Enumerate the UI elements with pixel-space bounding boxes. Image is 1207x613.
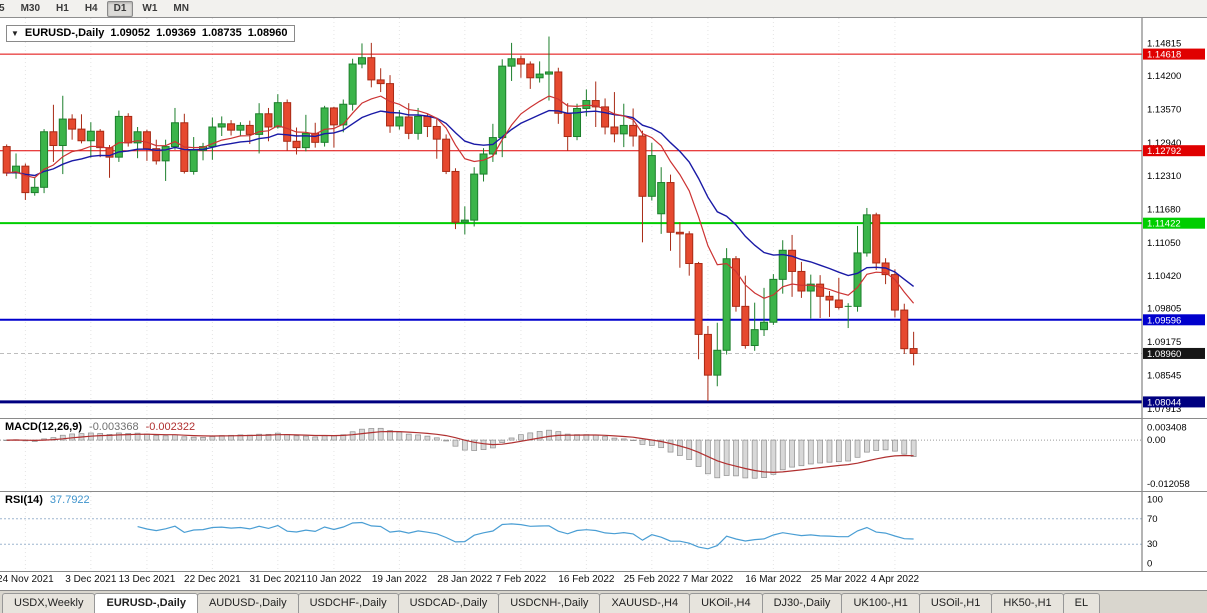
price-axis-label: 1.14815: [1147, 39, 1181, 50]
timeframe-button-d1[interactable]: D1: [106, 0, 134, 17]
rsi-axis-label: 30: [1147, 539, 1158, 550]
chart-tab-el[interactable]: EL: [1062, 593, 1101, 613]
time-axis-label: 25 Mar 2022: [810, 574, 867, 585]
rsi-name: RSI(14): [5, 494, 43, 506]
chart-tabs-bar: USDX,Weekly EURUSD-,Daily AUDUSD-,Daily USD…: [0, 590, 1207, 613]
price-axis-tag: 1.08044: [1143, 396, 1205, 408]
timeframe-button-w1[interactable]: W1: [142, 2, 158, 14]
main-chart-panel: 1.14815 1.14200 1.13570 1.12940 1.12310 1.116…: [0, 18, 1207, 418]
rsi-canvas[interactable]: 100 70 30 0: [0, 492, 1207, 571]
price-axis-label: 1.07913: [1147, 404, 1181, 415]
timeframe-button-mn[interactable]: MN: [173, 2, 189, 14]
time-axis-label: 19 Jan 2022: [371, 574, 427, 585]
chart-tab-usdcnh-daily[interactable]: USDCNH-,Daily: [498, 593, 601, 613]
time-axis-label: 4 Apr 2022: [870, 574, 920, 585]
macd-indicator-label: MACD(12,26,9) -0.003368 -0.002322: [5, 421, 195, 433]
price-axis-label: 1.09805: [1147, 304, 1181, 315]
chart-ohlc-header: ▼ EURUSD-,Daily 1.09052 1.09369 1.08735 …: [6, 25, 296, 42]
price-axis-label: 1.12940: [1147, 138, 1181, 149]
timeframe-button-5[interactable]: 5: [0, 1, 12, 17]
rsi-line: [137, 521, 914, 550]
macd-histogram: [3, 427, 917, 479]
price-axis: 1.14815 1.14200 1.13570 1.12940 1.12310 1.116…: [1147, 39, 1181, 415]
chart-tab-usdchf-daily[interactable]: USDCHF-,Daily: [297, 593, 399, 613]
time-axis-label: 25 Feb 2022: [623, 574, 680, 585]
ohlc-low-value: 1.08735: [201, 27, 242, 39]
timeframe-button-m30[interactable]: M30: [20, 2, 41, 14]
price-axis-label: 1.10420: [1147, 271, 1181, 282]
chart-tab-xauusd-h4[interactable]: XAUUSD-,H4: [599, 593, 691, 613]
time-axis-label: 16 Feb 2022: [558, 574, 615, 585]
time-axis-label: 22 Dec 2021: [184, 574, 241, 585]
timeframe-toolbar: 5 M30 H1 H4 D1 W1 MN: [0, 0, 1207, 18]
chart-symbol-label: EURUSD-,Daily: [24, 27, 105, 39]
time-axis-label: 24 Nov 2021: [0, 574, 54, 585]
candlestick-series: [2, 36, 918, 402]
collapse-arrow-icon[interactable]: ▼: [11, 28, 19, 38]
time-axis-label: 31 Dec 2021: [249, 574, 307, 585]
time-axis-label: 28 Jan 2022: [437, 574, 493, 585]
price-axis-label: 1.08545: [1147, 370, 1181, 381]
grid-lines: [24, 492, 896, 571]
chart-tab-dj30-daily[interactable]: DJ30-,Daily: [761, 593, 843, 613]
price-axis-tag: 1.11422: [1143, 217, 1205, 230]
chart-tab-eurusd-daily[interactable]: EURUSD-,Daily: [94, 593, 198, 613]
ohlc-high-value: 1.09369: [156, 27, 196, 39]
macd-axis-label: -0.012058: [1147, 479, 1190, 490]
rsi-value: 37.7922: [49, 494, 90, 506]
price-axis-label: 1.14200: [1147, 71, 1181, 82]
macd-axis-label: 0.003408: [1147, 423, 1187, 434]
rsi-axis-label: 0: [1147, 558, 1152, 569]
price-axis-label: 1.13570: [1147, 105, 1181, 116]
grid-lines: [24, 18, 896, 418]
chart-tab-usdcad-daily[interactable]: USDCAD-,Daily: [397, 593, 500, 613]
ma-fast-line: [6, 95, 915, 304]
timeframe-button-h4[interactable]: H4: [84, 2, 98, 14]
svg-text:1.14618: 1.14618: [1147, 50, 1181, 61]
svg-text:1.08044: 1.08044: [1147, 397, 1181, 408]
svg-text:1.09596: 1.09596: [1147, 315, 1181, 326]
time-axis-label: 7 Mar 2022: [682, 574, 734, 585]
rsi-axis-label: 70: [1147, 514, 1158, 525]
price-axis-label: 1.11050: [1147, 238, 1181, 249]
price-axis-label: 1.12310: [1147, 171, 1181, 182]
macd-axis-label: 0.00: [1147, 435, 1166, 446]
time-axis: 24 Nov 2021 3 Dec 2021 13 Dec 2021 22 Dec 2…: [0, 571, 1207, 590]
price-axis-tag: 1.14618: [1143, 48, 1205, 61]
rsi-indicator-label: RSI(14) 37.7922: [5, 494, 90, 506]
price-axis-tag: 1.12792: [1143, 145, 1205, 157]
price-axis-tag: 1.09596: [1143, 314, 1205, 326]
ma-slow-line: [6, 109, 915, 287]
time-axis-label: 7 Feb 2022: [495, 574, 547, 585]
time-axis-label: 3 Dec 2021: [65, 574, 117, 585]
timeframe-button-h1[interactable]: H1: [56, 2, 69, 14]
svg-text:1.11422: 1.11422: [1147, 219, 1181, 230]
macd-signal-value: -0.002322: [145, 421, 196, 433]
price-axis-label: 1.11680: [1147, 205, 1181, 216]
macd-signal-line: [6, 430, 914, 474]
svg-text:1.12792: 1.12792: [1147, 146, 1181, 157]
ohlc-open-value: 1.09052: [110, 27, 151, 39]
macd-main-value: -0.003368: [89, 421, 139, 433]
ohlc-close-value: 1.08960: [247, 27, 288, 39]
time-axis-label: 16 Mar 2022: [745, 574, 802, 585]
chart-tab-ukoil-h4[interactable]: UKOil-,H4: [689, 593, 763, 613]
rsi-axis-label: 100: [1147, 495, 1163, 506]
chart-tab-audusd-daily[interactable]: AUDUSD-,Daily: [196, 593, 299, 613]
time-axis-label: 13 Dec 2021: [118, 574, 176, 585]
chart-tab-usdx-weekly[interactable]: USDX,Weekly: [2, 593, 96, 613]
price-axis-tag: 1.08960: [1143, 347, 1205, 360]
price-axis-label: 1.09175: [1147, 337, 1181, 348]
main-chart-canvas[interactable]: 1.14815 1.14200 1.13570 1.12940 1.12310 1.116…: [0, 18, 1207, 418]
macd-panel: 0.003408 0.00 -0.012058 MACD(12,26,9) -0.0…: [0, 418, 1207, 491]
chart-tab-usoil-h1[interactable]: USOil-,H1: [918, 593, 993, 613]
rsi-panel: 100 70 30 0 RSI(14) 37.7922: [0, 491, 1207, 571]
macd-name: MACD(12,26,9): [5, 421, 83, 433]
svg-text:1.08960: 1.08960: [1147, 349, 1181, 360]
time-axis-label: 10 Jan 2022: [306, 574, 362, 585]
chart-tab-hk50-h1[interactable]: HK50-,H1: [991, 593, 1064, 613]
chart-tab-uk100-h1[interactable]: UK100-,H1: [841, 593, 920, 613]
